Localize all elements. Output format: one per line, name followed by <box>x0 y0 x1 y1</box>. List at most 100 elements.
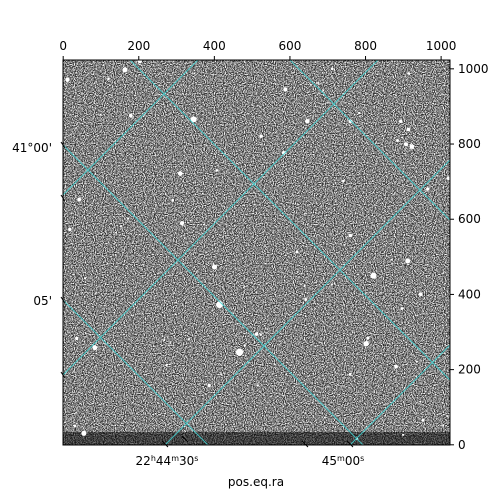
star <box>348 233 353 238</box>
star <box>415 360 418 363</box>
star <box>371 180 374 183</box>
star <box>187 338 190 341</box>
star <box>168 363 171 366</box>
star <box>295 250 299 254</box>
x-axis-label: pos.eq.ra <box>228 475 284 489</box>
ra-label-part: s <box>194 454 198 463</box>
grid-line <box>63 60 379 376</box>
ra-label-part: 30 <box>179 454 194 468</box>
star <box>341 179 345 183</box>
star <box>398 119 403 124</box>
star <box>203 223 206 226</box>
star <box>211 264 217 270</box>
star <box>348 119 353 124</box>
star <box>254 332 259 336</box>
grid-line <box>129 60 450 381</box>
star <box>119 225 122 228</box>
ra-tick <box>346 440 354 448</box>
grid-line <box>63 60 199 196</box>
star <box>330 67 334 71</box>
star <box>256 384 259 387</box>
star <box>400 307 404 311</box>
x-tick-label: 1000 <box>426 39 457 53</box>
ra-label-part: 22 <box>136 454 151 468</box>
star <box>99 380 102 382</box>
x-tick-label: 800 <box>354 39 377 53</box>
star <box>331 283 333 286</box>
star <box>404 190 406 193</box>
stars <box>65 60 450 441</box>
star <box>409 144 415 149</box>
star <box>421 418 425 422</box>
image <box>63 60 450 445</box>
star <box>165 363 168 367</box>
star <box>390 258 393 261</box>
y-tick-label: 400 <box>458 287 481 301</box>
star <box>348 372 352 376</box>
x-tick-label: 400 <box>203 39 226 53</box>
dec-tick <box>60 296 66 304</box>
star <box>304 213 306 215</box>
star <box>419 400 422 403</box>
x-tick-label: 200 <box>127 39 150 53</box>
star <box>405 258 411 264</box>
coordinate-grid <box>63 60 450 445</box>
star <box>190 116 197 123</box>
dec-tick <box>60 194 66 202</box>
ra-tick <box>161 440 169 448</box>
y-tick-label: 1000 <box>458 62 489 76</box>
star <box>418 292 423 297</box>
ra-label-part: 44 <box>156 454 171 468</box>
star <box>283 87 288 92</box>
star <box>406 127 411 132</box>
star <box>403 142 409 147</box>
star <box>128 113 133 118</box>
star <box>322 89 325 92</box>
x-tick-label: 0 <box>59 39 67 53</box>
star <box>65 77 70 82</box>
star <box>243 344 246 347</box>
ra-tick-label: 22h44m30s <box>136 454 199 469</box>
ra-label-part: s <box>360 454 364 463</box>
star <box>235 348 244 356</box>
star <box>127 217 130 220</box>
star <box>83 277 87 280</box>
ra-tick-label: 45m00s <box>322 454 365 469</box>
star <box>296 271 299 273</box>
star <box>115 231 117 234</box>
grid-line <box>63 299 209 445</box>
star <box>99 113 102 116</box>
star <box>215 169 219 172</box>
star <box>68 227 72 232</box>
star <box>81 430 87 436</box>
star <box>394 364 398 369</box>
y-tick-label: 0 <box>458 438 466 452</box>
image-edge <box>63 432 450 445</box>
star <box>220 373 223 376</box>
star <box>304 298 308 302</box>
star <box>163 339 166 342</box>
star <box>391 60 394 62</box>
frame <box>62 59 451 446</box>
star <box>193 72 196 75</box>
ra-tick <box>181 435 189 443</box>
star <box>177 171 183 176</box>
star <box>73 424 77 428</box>
y-tick-label: 200 <box>458 363 481 377</box>
ra-label-part: 00 <box>345 454 360 468</box>
y-tick-label: 600 <box>458 212 481 226</box>
y-tick-label: 800 <box>458 137 481 151</box>
ra-label-part: m <box>171 454 179 463</box>
star <box>309 83 312 86</box>
star <box>174 120 177 123</box>
star <box>107 77 110 81</box>
star <box>137 60 142 64</box>
star <box>401 433 405 436</box>
dec-tick <box>60 371 66 379</box>
star <box>77 197 82 202</box>
star <box>259 134 263 138</box>
star <box>266 328 269 330</box>
star <box>92 345 98 351</box>
star <box>243 285 246 288</box>
ra-label-part: 45 <box>322 454 337 468</box>
